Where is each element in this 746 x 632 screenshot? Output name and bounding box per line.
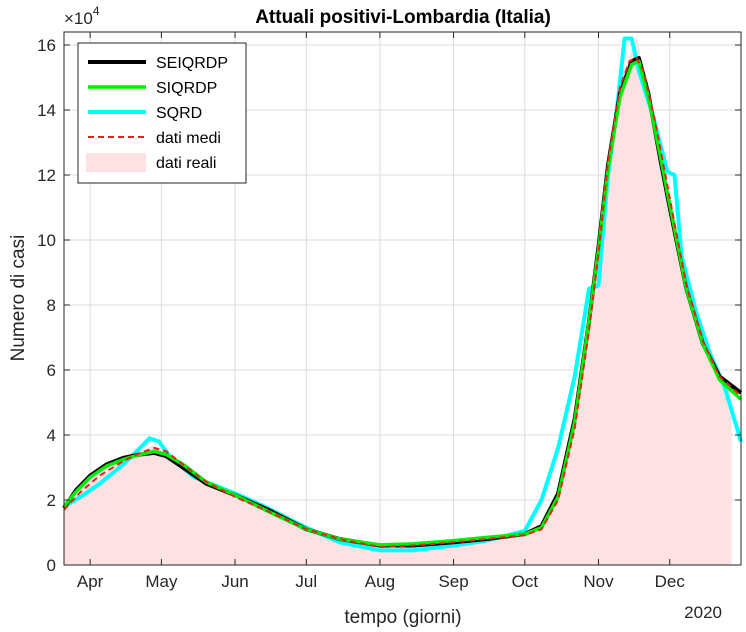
y-exponent-power: 4 (93, 4, 100, 18)
plot-frame (63, 31, 742, 566)
series-line-siqrdp (62, 59, 743, 547)
y-tick-label: 0 (47, 556, 56, 575)
legend-label: dati reali (156, 155, 216, 172)
x-tick-label: Oct (512, 572, 539, 591)
x-tick-label: May (145, 572, 178, 591)
x-tick-label: Sep (438, 572, 468, 591)
legend-swatch-dati-reali (86, 153, 146, 172)
y-tick-label: 4 (47, 426, 56, 445)
legend-label: SQRD (156, 105, 202, 122)
y-exponent-base: ×10 (64, 9, 93, 28)
lines-layer (62, 36, 743, 553)
y-exponent-label: ×104 (64, 4, 100, 28)
series-line-dati-medi (63, 57, 742, 549)
x-tick-label: Apr (77, 572, 104, 591)
y-tick-label: 14 (37, 101, 56, 120)
x-year-label: 2020 (684, 603, 722, 622)
y-tick-label: 10 (37, 231, 56, 250)
y-tick-label: 2 (47, 491, 56, 510)
y-axis: 0 2 4 6 8 10 12 14 16 (37, 36, 741, 575)
x-tick-label: Jul (295, 572, 317, 591)
y-tick-label: 6 (47, 361, 56, 380)
y-tick-label: 12 (37, 166, 56, 185)
chart-title: Attuali positivi-Lombardia (Italia) (255, 7, 551, 28)
y-axis-label: Numero di casi (8, 235, 29, 362)
x-tick-label: Jun (221, 572, 248, 591)
series-line-sqrd (62, 36, 743, 553)
area-dati-reali (64, 35, 732, 566)
y-tick-label: 8 (47, 296, 56, 315)
x-tick-label: Dec (655, 572, 686, 591)
legend-label: SEIQRDP (156, 55, 228, 72)
y-tick-label: 16 (37, 36, 56, 55)
x-axis: Apr May Jun Jul Aug Sep Oct Nov Dec (77, 32, 685, 591)
legend: SEIQRDP SIQRDP SQRD dati medi dati reali (77, 42, 247, 184)
x-tick-label: Aug (365, 572, 395, 591)
x-axis-label: tempo (giorni) (344, 607, 461, 628)
legend-label: dati medi (156, 130, 221, 147)
legend-label: SIQRDP (156, 80, 217, 97)
x-tick-label: Nov (583, 572, 614, 591)
area-layer (64, 35, 732, 566)
